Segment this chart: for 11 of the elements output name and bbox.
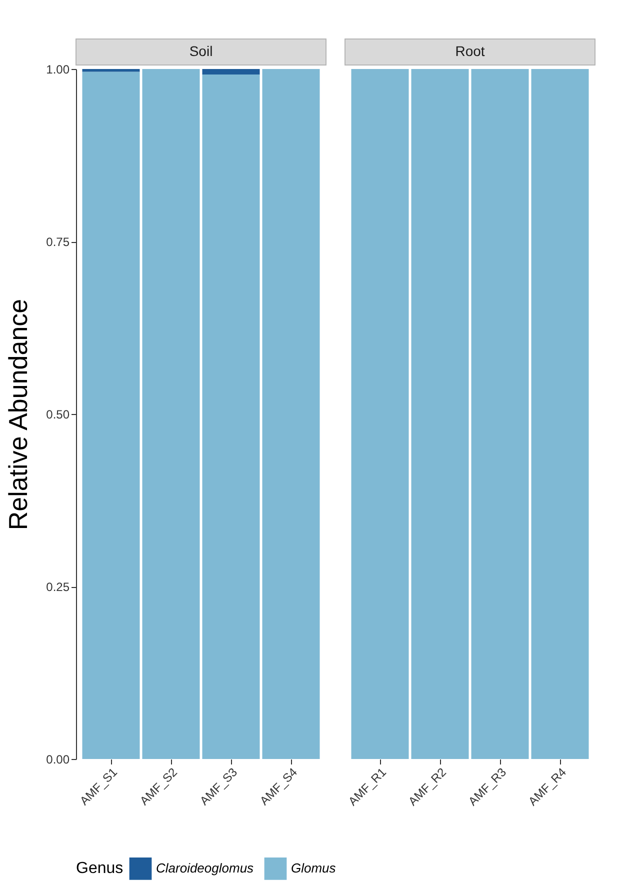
y-tick-label: 0.50 [46, 408, 70, 422]
chart-title: Soil [189, 43, 213, 59]
y-tick-label: 0.00 [46, 752, 70, 766]
y-tick-label: 0.75 [46, 235, 70, 249]
y-axis-title: Relative Abundance [3, 298, 34, 530]
chart-title: Root [455, 43, 485, 59]
legend-label: Claroideoglomus [156, 860, 254, 876]
legend-label: Glomus [291, 860, 336, 876]
y-tick-label: 0.25 [46, 580, 70, 594]
legend-title: Genus [76, 860, 124, 877]
y-tick-label: 1.00 [46, 62, 70, 76]
